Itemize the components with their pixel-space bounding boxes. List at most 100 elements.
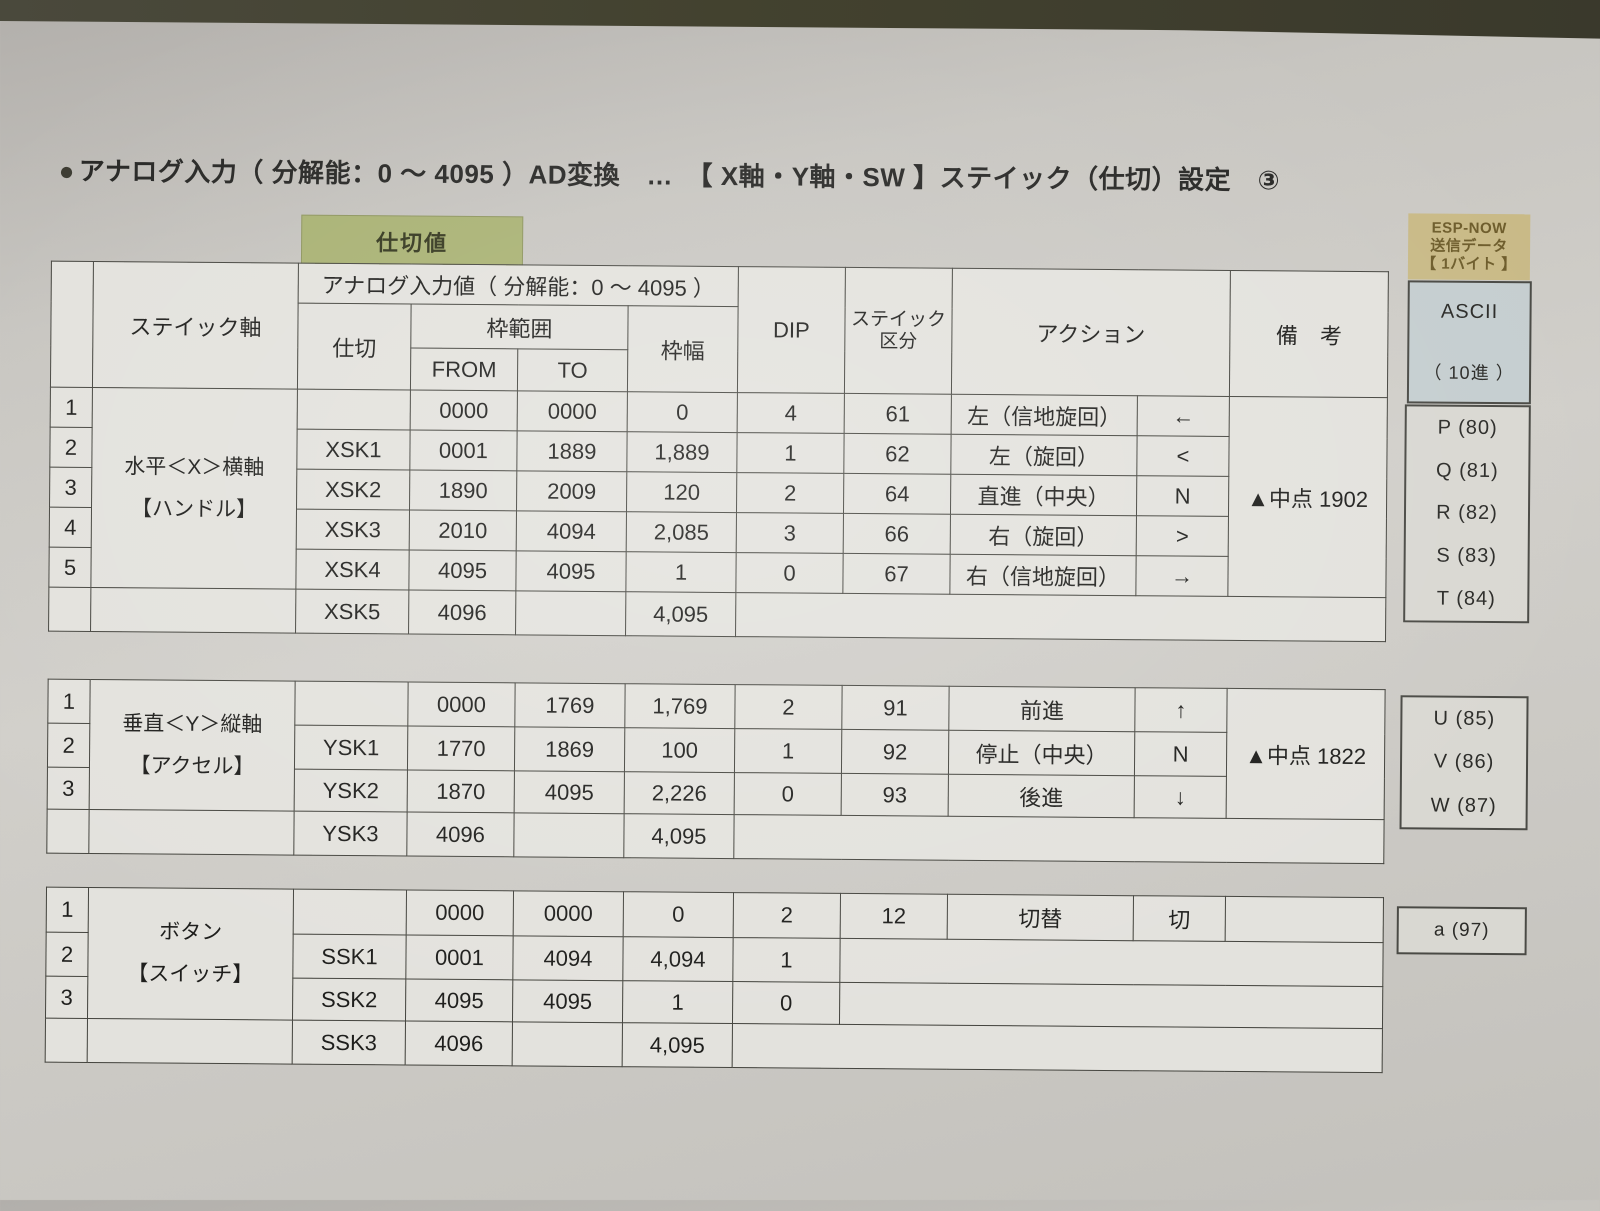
t1-r2-action: 左（旋回）: [950, 434, 1138, 476]
t2-r2-width: 100: [624, 727, 735, 773]
t2-r1-from: 0000: [407, 681, 516, 727]
t2-r1-symbol: ↑: [1134, 687, 1228, 733]
table-row: ステイック軸 アナログ入力値（ 分解能：0 ～ 4095 ） DIP ステイック…: [50, 261, 1389, 398]
t3-r3-width: 1: [622, 980, 733, 1024]
t2-axis-line1: 垂直＜Y＞縦軸: [122, 711, 263, 736]
t1-r5-key: XSK4: [295, 549, 410, 591]
t3-r1-action: 切替: [947, 894, 1134, 941]
t3-r1-to: 0000: [513, 890, 624, 937]
t2-r1-width: 1,769: [624, 683, 736, 729]
table-x-axis: ステイック軸 アナログ入力値（ 分解能：0 ～ 4095 ） DIP ステイック…: [48, 261, 1389, 642]
t1-r3-class: 64: [843, 473, 951, 515]
ascii-x-value: R (82): [1436, 502, 1498, 525]
t1-r3-dip: 2: [736, 472, 844, 514]
ascii-x-value: S (83): [1436, 544, 1497, 568]
t3-total-width: 4,095: [622, 1022, 733, 1068]
partition-value-tab: 仕切値: [300, 214, 524, 269]
table-row: YSK3 4096 4,095: [46, 809, 1385, 864]
t3-r2-dip: 1: [732, 937, 841, 983]
t1-r3-num: 3: [49, 467, 92, 508]
t2-r1-action: 前進: [948, 686, 1136, 732]
t2-r2-num: 2: [47, 723, 90, 768]
esp-line2: 送信データ: [1430, 237, 1508, 256]
t1-remark-cell: ▲中点 1902: [1227, 396, 1388, 598]
t2-r3-num: 3: [47, 767, 90, 810]
esp-line3: 【 1バイト 】: [1421, 255, 1517, 274]
ascii-header-line1: ASCII: [1440, 300, 1499, 323]
t1-corner-cell: [50, 261, 94, 388]
t1-total-spacer1: [48, 587, 91, 632]
t2-total-spacer1: [46, 809, 90, 854]
t1-r1-dip: 4: [737, 392, 845, 434]
t1-r5-to: 4095: [515, 550, 627, 592]
ascii-header-box: ASCII （ 10進 ）: [1406, 280, 1532, 405]
t3-r3-to: 4095: [512, 979, 623, 1023]
t1-r1-from: 0000: [410, 390, 518, 431]
t1-r4-key: XSK3: [296, 509, 410, 551]
t1-r5-class: 67: [842, 553, 951, 595]
t3-total-spacer4: [732, 1023, 1383, 1073]
t3-axis-line2: 【スイッチ】: [127, 962, 254, 987]
t2-r1-dip: 2: [734, 684, 843, 730]
t1-r2-width: 1,889: [626, 431, 738, 473]
t2-r3-width: 2,226: [624, 771, 735, 815]
table-switch: 1 ボタン 【スイッチ】 0000 0000 0 2 12 切替 切 2 SSK…: [45, 887, 1384, 1074]
t1-total-from: 4096: [408, 590, 516, 635]
t1-r4-dip: 3: [736, 512, 844, 554]
t3-r3-num: 3: [45, 976, 88, 1019]
ascii-y-value: U (85): [1433, 707, 1496, 731]
ascii-header-line2: （ 10進 ）: [1423, 361, 1515, 383]
ascii-x-value: Q (81): [1435, 459, 1499, 482]
t1-r2-class: 62: [843, 433, 952, 475]
t3-r2-key: SSK1: [292, 934, 407, 979]
t3-axis-cell: ボタン 【スイッチ】: [87, 887, 294, 1021]
ascii-sw-value: a (97): [1433, 919, 1490, 941]
page-title-text: アナログ入力（ 分解能：0 ～ 4095 ）AD変換 … 【 X軸・Y軸・SW …: [78, 155, 1281, 196]
table-row: 1 垂直＜Y＞縦軸 【アクセル】 0000 1769 1,769 2 91 前進…: [47, 679, 1386, 820]
t2-r3-class: 93: [841, 773, 949, 817]
t1-r4-from: 2010: [409, 510, 517, 551]
t1-total-spacer4: [735, 592, 1386, 642]
t1-axis-line1: 水平＜X＞横軸: [124, 454, 265, 479]
t2-r2-from: 1770: [407, 725, 515, 771]
t3-r3-empty: [839, 982, 1383, 1029]
t1-r3-width: 120: [626, 471, 737, 513]
t3-r2-from: 0001: [405, 934, 514, 980]
t1-width-header: 枠幅: [627, 305, 739, 393]
t2-r2-class: 92: [841, 729, 949, 775]
t3-r1-key: [293, 889, 407, 935]
table-row: XSK5 4096 4,095: [48, 587, 1386, 642]
t1-r1-num: 1: [50, 387, 93, 428]
t2-r3-dip: 0: [734, 772, 842, 816]
table-row: SSK3 4096 4,095: [45, 1018, 1383, 1073]
t1-analog-header: アナログ入力値（ 分解能：0 ～ 4095 ）: [298, 263, 739, 307]
t1-range-header: 枠範囲: [410, 304, 629, 350]
t3-r1-from: 0000: [406, 889, 514, 936]
bullet-icon: ●: [58, 155, 75, 186]
t1-remark-header: 備 考: [1229, 270, 1389, 398]
t2-r3-action: 後進: [948, 774, 1135, 818]
t2-r1-num: 1: [47, 679, 91, 724]
t1-r1-to: 0000: [517, 390, 628, 432]
esp-now-label: ESP-NOW 送信データ 【 1バイト 】: [1407, 213, 1531, 281]
t3-r1-dip: 2: [733, 892, 841, 939]
t2-r2-symbol: N: [1134, 731, 1227, 777]
t1-total-key: XSK5: [295, 589, 409, 635]
ascii-sw-box: a (97): [1396, 906, 1527, 956]
ascii-y-box: U (85) V (86) W (87): [1399, 695, 1529, 831]
ascii-y-value: V (86): [1433, 751, 1495, 774]
t1-total-width: 4,095: [625, 591, 736, 637]
t2-r3-key: YSK2: [294, 769, 408, 812]
t2-r1-class: 91: [841, 685, 950, 731]
t1-r5-from: 4095: [408, 550, 517, 591]
t1-r5-num: 5: [48, 547, 92, 588]
t3-r3-dip: 0: [732, 981, 840, 1025]
t1-r5-symbol: →: [1135, 555, 1229, 597]
t1-partition-header: 仕切: [297, 303, 412, 391]
ascii-x-value: P (80): [1437, 416, 1498, 439]
t3-total-from: 4096: [405, 1020, 513, 1066]
t3-r1-remark: [1225, 896, 1384, 943]
t1-r3-action: 直進（中央）: [950, 474, 1137, 516]
t3-r3-from: 4095: [405, 978, 513, 1022]
